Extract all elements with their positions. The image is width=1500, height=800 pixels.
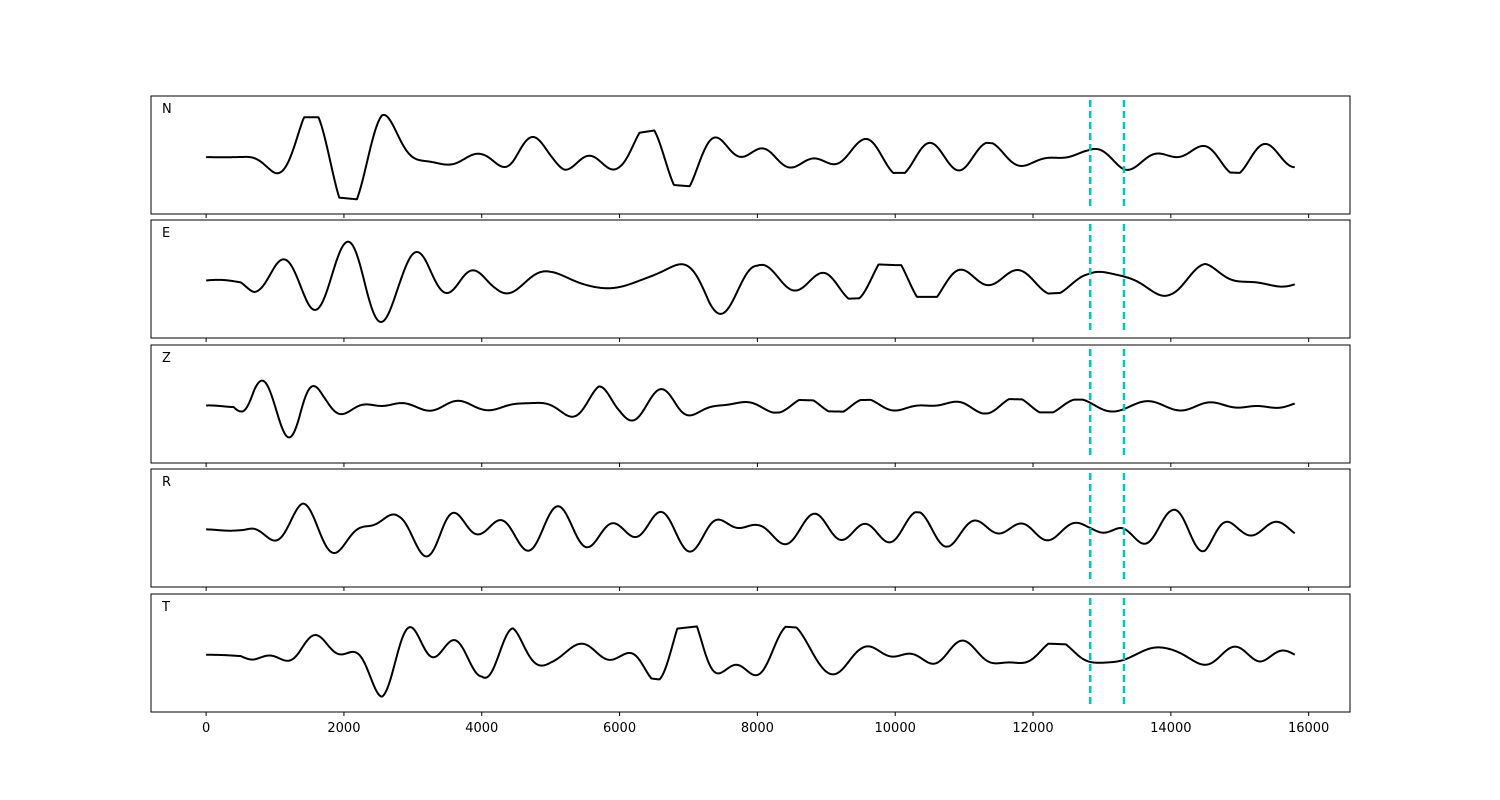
x-axis: 0 2000 4000 6000 8000 10000 12000 14000 16000 xyxy=(202,721,1329,736)
panel-frame xyxy=(150,95,1351,215)
waveform-n xyxy=(205,113,1296,201)
x-tick-label: 0 xyxy=(202,721,210,736)
x-tick-label: 8000 xyxy=(741,721,774,736)
x-tick-label: 14000 xyxy=(1150,721,1191,736)
panel-r: R xyxy=(150,468,1351,591)
panels-layer: N E Z R T xyxy=(150,95,1351,716)
panel-frame xyxy=(150,219,1351,339)
panel-label-e: E xyxy=(162,226,170,241)
waveform-e xyxy=(205,240,1296,323)
panel-label-t: T xyxy=(161,600,170,615)
x-tick-label: 2000 xyxy=(327,721,360,736)
x-tick-label: 10000 xyxy=(875,721,916,736)
waveform-r xyxy=(205,502,1296,558)
panel-label-r: R xyxy=(162,475,171,490)
panel-label-n: N xyxy=(162,102,172,117)
waveform-t xyxy=(205,625,1296,698)
panel-e: E xyxy=(150,219,1351,342)
panel-n: N xyxy=(150,95,1351,218)
panel-frame xyxy=(150,468,1351,588)
panel-frame xyxy=(150,593,1351,713)
panel-z: Z xyxy=(150,344,1351,467)
x-tick-label: 12000 xyxy=(1012,721,1053,736)
panel-t: T xyxy=(150,593,1351,716)
panel-label-z: Z xyxy=(162,351,171,366)
x-tick-label: 6000 xyxy=(603,721,636,736)
waveform-z xyxy=(205,379,1296,439)
x-tick-label: 4000 xyxy=(465,721,498,736)
panel-frame xyxy=(150,344,1351,464)
x-tick-label: 16000 xyxy=(1288,721,1329,736)
